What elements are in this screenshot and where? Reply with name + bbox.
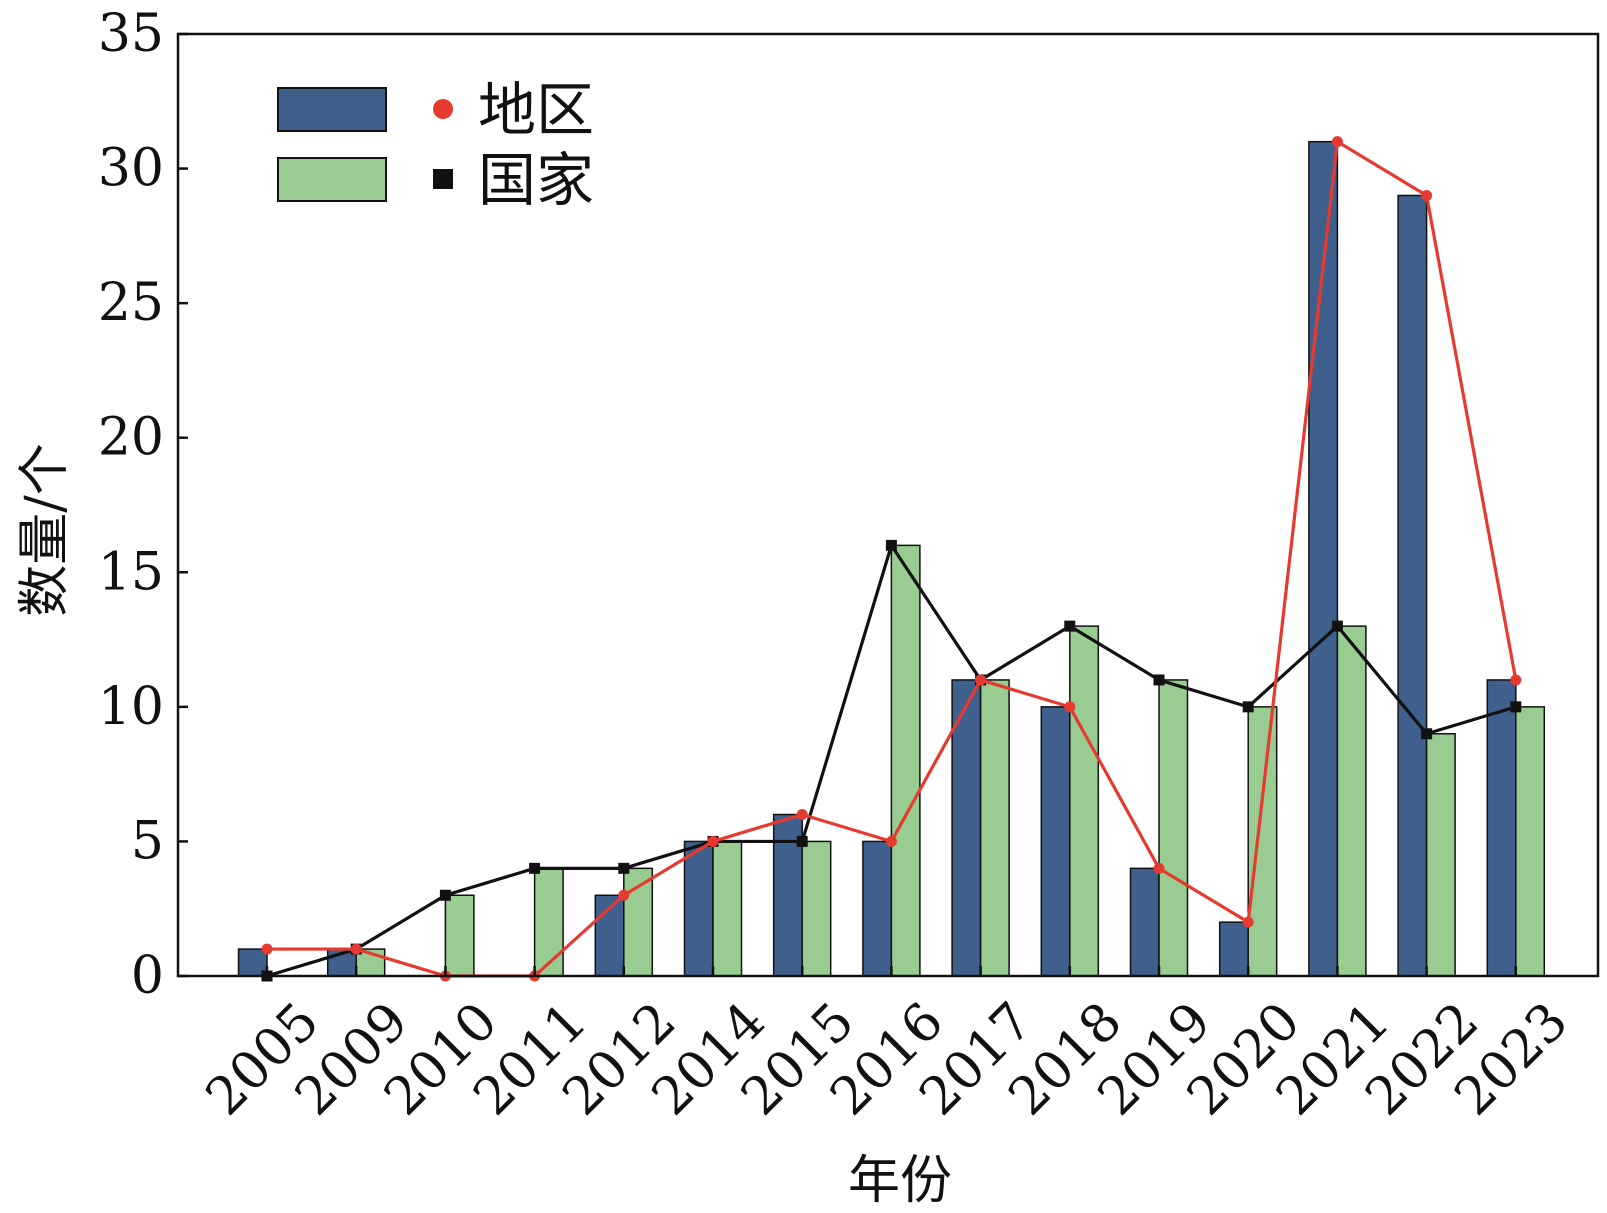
- legend-swatch-country: [277, 157, 387, 202]
- point-region-2022: [1421, 189, 1433, 201]
- point-country-2023: [1510, 701, 1522, 713]
- legend-swatch-region: [277, 87, 387, 132]
- bar-country-2015: [801, 840, 832, 977]
- y-tick-label-30: 30: [98, 139, 164, 199]
- point-region-2016: [885, 835, 897, 847]
- plot-frame: [176, 32, 1600, 978]
- point-region-2021: [1331, 136, 1343, 148]
- legend-label-country: 国家: [478, 146, 594, 214]
- bar-region-2016: [862, 840, 893, 977]
- y-tick-label-20: 20: [98, 408, 164, 468]
- point-country-2015: [796, 835, 808, 847]
- bar-region-2022: [1397, 194, 1428, 977]
- bar-region-2018: [1040, 706, 1071, 977]
- y-tick-label-15: 15: [98, 542, 164, 602]
- bar-country-2010: [444, 894, 475, 977]
- legend-marker-country: [433, 169, 453, 189]
- point-region-2014: [707, 835, 719, 847]
- point-region-2012: [618, 889, 630, 901]
- point-region-2015: [796, 809, 808, 821]
- bar-region-2021: [1308, 140, 1339, 977]
- bar-country-2023: [1515, 706, 1546, 977]
- y-tick-label-35: 35: [98, 4, 164, 64]
- point-region-2020: [1242, 916, 1254, 928]
- legend-marker-region: [433, 99, 453, 119]
- bar-country-2019: [1158, 679, 1189, 977]
- y-tick-label-25: 25: [98, 273, 164, 333]
- point-country-2021: [1331, 620, 1343, 632]
- bar-region-2014: [683, 840, 714, 977]
- point-country-2011: [529, 862, 541, 874]
- point-country-2020: [1242, 701, 1254, 713]
- bar-country-2021: [1336, 625, 1367, 977]
- point-region-2009: [350, 943, 362, 955]
- bars-layer: [237, 140, 1546, 977]
- point-country-2016: [885, 539, 897, 551]
- bar-country-2017: [979, 679, 1010, 977]
- point-region-2017: [975, 674, 987, 686]
- y-axis-title: 数量/个: [15, 443, 75, 617]
- point-country-2022: [1421, 728, 1433, 740]
- bar-country-2016: [890, 544, 921, 977]
- point-country-2018: [1064, 620, 1076, 632]
- point-region-2023: [1510, 674, 1522, 686]
- bar-region-2019: [1129, 867, 1160, 977]
- bar-country-2012: [623, 867, 654, 977]
- y-tick-label-5: 5: [131, 811, 164, 871]
- y-tick-label-10: 10: [98, 677, 164, 737]
- bar-region-2020: [1218, 921, 1249, 977]
- point-region-2005: [261, 943, 273, 955]
- x-axis-title: 年份: [848, 1151, 952, 1211]
- point-region-2019: [1153, 862, 1165, 874]
- bar-country-2020: [1247, 706, 1278, 977]
- bar-country-2018: [1069, 625, 1100, 977]
- bar-region-2023: [1486, 679, 1517, 977]
- point-country-2019: [1153, 674, 1165, 686]
- bar-country-2022: [1425, 733, 1456, 977]
- bar-country-2011: [533, 867, 564, 977]
- y-tick-label-0: 0: [131, 946, 164, 1006]
- point-country-2010: [439, 889, 451, 901]
- point-region-2018: [1064, 701, 1076, 713]
- legend-label-region: 地区: [478, 76, 594, 144]
- bar-country-2014: [712, 840, 743, 977]
- point-country-2012: [618, 862, 630, 874]
